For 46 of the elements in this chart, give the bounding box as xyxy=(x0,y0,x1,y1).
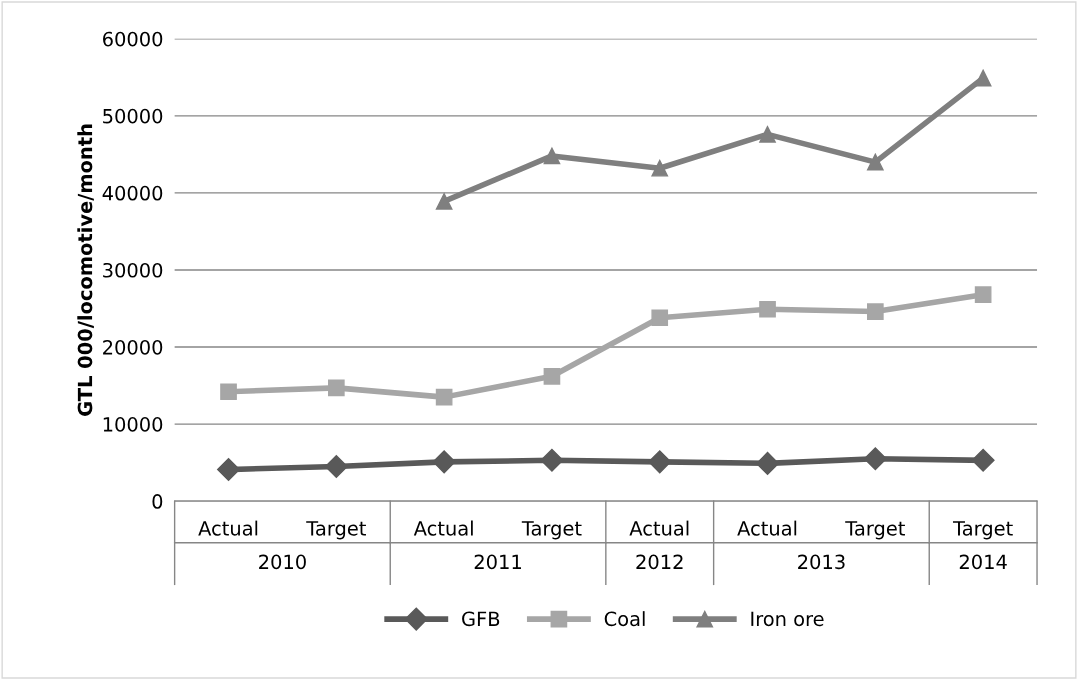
point xyxy=(759,300,776,318)
point xyxy=(971,448,995,472)
legend-label: GFB xyxy=(462,611,500,627)
y-axis-title: GTL 000/locomotive/month xyxy=(77,124,94,416)
x-tick-label: Actual xyxy=(413,520,473,536)
legend-label: Iron ore xyxy=(751,611,824,627)
x-tick-label: Actual xyxy=(737,520,797,536)
point xyxy=(648,450,672,474)
point xyxy=(543,147,561,165)
point xyxy=(867,303,884,320)
y-tick-label: 0 xyxy=(152,494,163,509)
point xyxy=(863,447,887,471)
point xyxy=(651,159,669,177)
y-tick-label: 10000 xyxy=(103,417,163,432)
point xyxy=(324,454,348,478)
point xyxy=(540,448,564,472)
point xyxy=(974,69,992,87)
point xyxy=(651,309,669,327)
point xyxy=(220,383,237,401)
point xyxy=(435,193,453,210)
point xyxy=(974,286,992,303)
y-tick-label: 60000 xyxy=(103,31,163,47)
text: 2013 xyxy=(798,554,845,570)
y-tick-label: 30000 xyxy=(103,262,163,278)
y-tick-label: 50000 xyxy=(103,108,163,124)
point xyxy=(543,367,561,385)
y-tick-label: 20000 xyxy=(103,339,163,355)
text: 2010 xyxy=(259,554,306,570)
x-tick-label: Target xyxy=(845,521,905,540)
point xyxy=(756,451,780,475)
point xyxy=(867,153,884,171)
x-tick-label: Actual xyxy=(629,520,689,536)
point xyxy=(328,379,345,397)
text: 2012 xyxy=(636,554,683,570)
point xyxy=(759,125,776,143)
point xyxy=(217,458,241,482)
x-tick-label: Target xyxy=(306,521,366,540)
x-tick-label: Actual xyxy=(198,520,258,536)
text: 2011 xyxy=(474,554,521,570)
x-tick-label: Target xyxy=(521,521,582,540)
text: 2014 xyxy=(959,554,1007,570)
point xyxy=(432,450,456,474)
legend-label: Coal xyxy=(604,611,645,627)
x-tick-label: Target xyxy=(952,521,1013,540)
y-tick-label: 40000 xyxy=(102,185,163,201)
point xyxy=(435,388,453,406)
